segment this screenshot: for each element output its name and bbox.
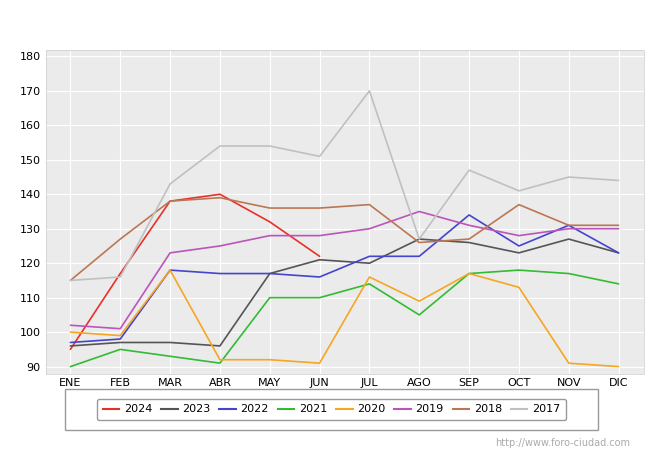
Text: http://www.foro-ciudad.com: http://www.foro-ciudad.com [495, 438, 630, 448]
Legend: 2024, 2023, 2022, 2021, 2020, 2019, 2018, 2017: 2024, 2023, 2022, 2021, 2020, 2019, 2018… [98, 399, 566, 420]
FancyBboxPatch shape [65, 389, 598, 430]
Text: Afiliados en Paracuellos de Jiloca a 31/5/2024: Afiliados en Paracuellos de Jiloca a 31/… [151, 13, 499, 28]
